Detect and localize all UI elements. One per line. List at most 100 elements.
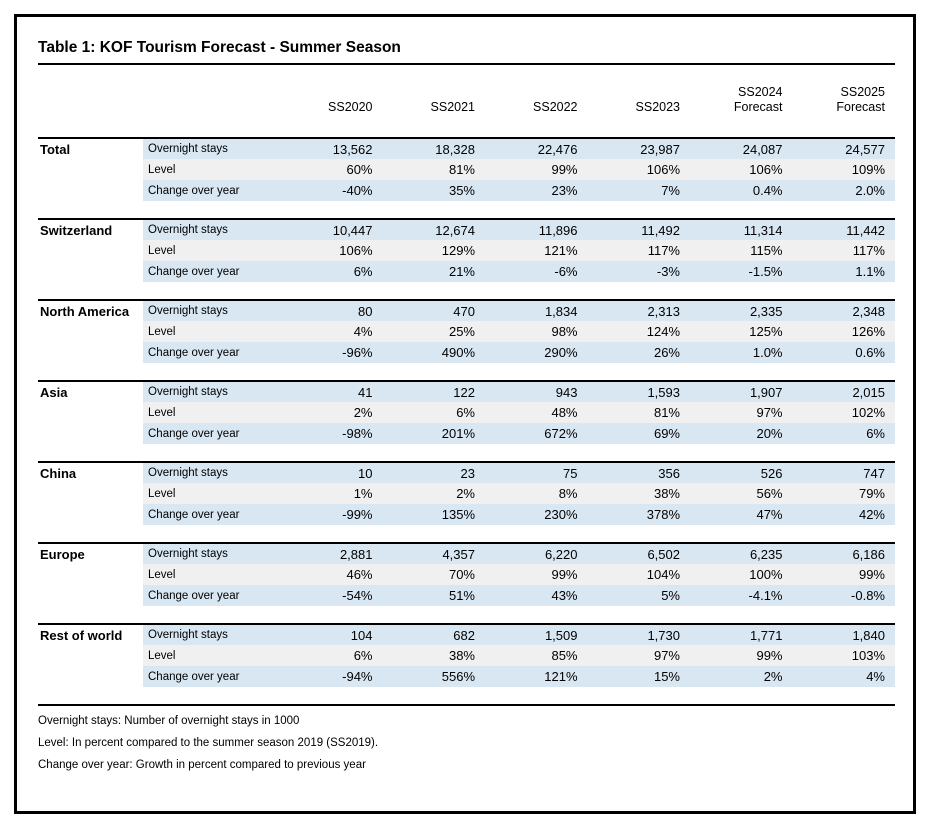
region-label [38,423,143,444]
value-cell: 26% [587,342,690,363]
value-cell: 6% [382,402,485,423]
region-label [38,321,143,342]
value-cell: 79% [792,483,895,504]
table-row: Change over year -98% 201% 672% 69% 20% 6% [38,423,895,444]
value-cell: 23 [382,461,485,483]
value-cell: 99% [485,564,588,585]
region-label [38,261,143,282]
group-spacer [38,282,895,300]
value-cell: 1,730 [587,623,690,645]
value-cell: 22,476 [485,137,588,159]
value-cell: 106% [280,240,383,261]
value-cell: 46% [280,564,383,585]
value-cell: 98% [485,321,588,342]
value-cell: 2% [280,402,383,423]
group-spacer [38,687,895,705]
value-cell: 13,562 [280,137,383,159]
table-row: Level 1% 2% 8% 38% 56% 79% [38,483,895,504]
value-cell: 85% [485,645,588,666]
value-cell: 15% [587,666,690,687]
value-cell: 943 [485,380,588,402]
column-header-ss2021: SS2021 [430,100,475,114]
table-row: Level 4% 25% 98% 124% 125% 126% [38,321,895,342]
value-cell: 97% [690,402,793,423]
table-row: Change over year 6% 21% -6% -3% -1.5% 1.1% [38,261,895,282]
region-group: Asia Overnight stays 41 122 943 1,593 1,907 2,0… [38,380,895,462]
value-cell: 60% [280,159,383,180]
value-cell: -40% [280,180,383,201]
value-cell: 201% [382,423,485,444]
metric-label: Overnight stays [143,623,280,645]
metric-label: Level [143,321,280,342]
region-group: China Overnight stays 10 23 75 356 526 747 Level… [38,461,895,543]
value-cell: 1% [280,483,383,504]
value-cell: 117% [587,240,690,261]
value-cell: 11,442 [792,218,895,240]
region-label: Asia [38,380,143,402]
value-cell: 230% [485,504,588,525]
table-row: Level 106% 129% 121% 117% 115% 117% [38,240,895,261]
table-row: Europe Overnight stays 2,881 4,357 6,220 6,50… [38,542,895,564]
column-header-ss2023: SS2023 [635,100,680,114]
table-bottom-rule [38,704,895,707]
value-cell: 10,447 [280,218,383,240]
metric-label: Overnight stays [143,461,280,483]
value-cell: 556% [382,666,485,687]
value-cell: 0.4% [690,180,793,201]
value-cell: 125% [690,321,793,342]
value-cell: 103% [792,645,895,666]
value-cell: 99% [690,645,793,666]
table-row: Change over year -54% 51% 43% 5% -4.1% -0.8% [38,585,895,606]
table-row: North America Overnight stays 80 470 1,834 2,… [38,299,895,321]
value-cell: 1,840 [792,623,895,645]
value-cell: 672% [485,423,588,444]
metric-label: Change over year [143,261,280,282]
value-cell: 38% [382,645,485,666]
value-cell: 5% [587,585,690,606]
value-cell: 75 [485,461,588,483]
region-label [38,159,143,180]
footnotes: Overnight stays: Number of overnight sta… [38,715,895,771]
table-row: Asia Overnight stays 41 122 943 1,593 1,907 2,0… [38,380,895,402]
region-label [38,564,143,585]
table-row: Level 2% 6% 48% 81% 97% 102% [38,402,895,423]
footnote-change-over-year: Change over year: Growth in percent comp… [38,759,366,771]
region-label: Rest of world [38,623,143,645]
value-cell: 18,328 [382,137,485,159]
value-cell: 356 [587,461,690,483]
metric-label: Overnight stays [143,137,280,159]
column-header-ss2020: SS2020 [328,100,373,114]
value-cell: 126% [792,321,895,342]
value-cell: 99% [485,159,588,180]
value-cell: 2% [690,666,793,687]
value-cell: 23% [485,180,588,201]
value-cell: 121% [485,240,588,261]
metric-column-header [143,65,280,138]
header-row: SS2020 SS2021 SS2022 SS2023 SS2024 Forecast SS… [38,65,895,138]
value-cell: 24,577 [792,137,895,159]
value-cell: -94% [280,666,383,687]
value-cell: 526 [690,461,793,483]
outer-frame: Table 1: KOF Tourism Forecast - Summer S… [14,14,916,814]
metric-label: Level [143,159,280,180]
value-cell: 56% [690,483,793,504]
value-cell: 10 [280,461,383,483]
value-cell: -3% [587,261,690,282]
table-row: Change over year -94% 556% 121% 15% 2% 4% [38,666,895,687]
region-label [38,180,143,201]
table-row: Level 46% 70% 99% 104% 100% 99% [38,564,895,585]
metric-label: Overnight stays [143,218,280,240]
group-spacer [38,525,895,543]
value-cell: 4% [280,321,383,342]
region-label [38,504,143,525]
value-cell: 80 [280,299,383,321]
value-cell: 99% [792,564,895,585]
value-cell: 47% [690,504,793,525]
value-cell: 43% [485,585,588,606]
value-cell: 100% [690,564,793,585]
region-group: Europe Overnight stays 2,881 4,357 6,220 6,50… [38,542,895,624]
value-cell: 42% [792,504,895,525]
value-cell: 121% [485,666,588,687]
value-cell: 106% [587,159,690,180]
metric-label: Change over year [143,585,280,606]
